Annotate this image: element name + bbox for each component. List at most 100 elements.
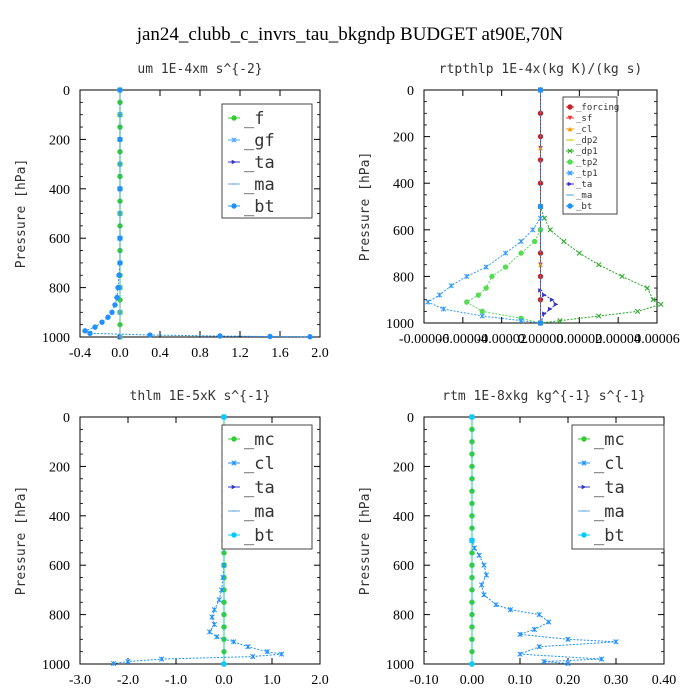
legend-entry: _tp1: [576, 169, 598, 179]
data-point: [221, 414, 227, 420]
y-tick-label: 200: [393, 460, 414, 475]
legend: _forcing_sf_cl_dp2_dp1_tp2_tp1_ta_ma_bt: [562, 96, 619, 215]
panel-title: um 1E-4xm s^{-2}: [137, 62, 262, 77]
legend-marker: [567, 159, 573, 165]
legend-marker: [231, 436, 237, 442]
data-point: [518, 318, 524, 324]
legend-marker: [581, 484, 587, 490]
data-point: [469, 537, 475, 544]
data-point: [479, 308, 485, 315]
series-dp1: [537, 87, 664, 326]
legend-entry: _mc: [244, 430, 275, 450]
x-tick-label: -0.10: [409, 673, 438, 688]
legend-marker: [581, 460, 587, 466]
x-tick-label: -3.0: [69, 673, 91, 688]
data-point: [475, 292, 482, 298]
x-tick-label: 0.4: [151, 346, 169, 361]
data-point: [531, 626, 538, 633]
y-tick-label: 0: [63, 84, 70, 99]
legend-marker: [231, 484, 237, 490]
data-point: [561, 238, 567, 245]
legend-marker: [231, 137, 237, 143]
legend-marker: [231, 115, 237, 121]
data-point: [206, 629, 213, 635]
data-point: [547, 306, 553, 312]
data-point: [479, 313, 485, 319]
series-bt: [82, 87, 313, 340]
legend-entry: _bt: [244, 197, 275, 217]
panel-3: thlm 1E-5xK s^{-1} Pressure [hPa] 0 200 400 6…: [14, 389, 329, 688]
data-point: [109, 309, 115, 315]
data-point: [218, 587, 225, 593]
data-point: [116, 272, 122, 278]
y-tick-label: 0: [407, 411, 414, 426]
legend-entry: _mc: [594, 430, 625, 450]
data-point: [217, 333, 223, 339]
y-tick-label: 600: [393, 559, 414, 574]
legend-entry: _gf: [244, 131, 275, 151]
data-point: [307, 334, 313, 340]
legend-marker: [567, 115, 573, 121]
y-tick-label: 1000: [386, 658, 414, 673]
data-point: [553, 302, 559, 307]
legend-marker: [231, 460, 237, 466]
y-tick-label: 1000: [42, 658, 70, 673]
legend: _f_gf_ta_ma_bt: [221, 103, 313, 219]
legend-entry: _cl: [576, 125, 592, 135]
data-point: [517, 651, 523, 657]
legend-entry: _cl: [594, 454, 625, 474]
data-point: [493, 602, 499, 608]
data-point: [158, 656, 165, 662]
data-point: [267, 333, 273, 340]
legend-entry: _forcing: [576, 103, 619, 113]
legend-entry: _ta: [244, 153, 275, 173]
data-point: [502, 264, 509, 270]
y-tick-label: 0: [63, 411, 70, 426]
data-point: [596, 262, 602, 268]
x-tick-label: 1.0: [263, 673, 281, 688]
data-point: [211, 621, 218, 628]
legend-entry: _ma: [576, 191, 592, 201]
legend: _mc _cl _ta _ma _bt: [571, 424, 665, 550]
data-point: [245, 644, 251, 650]
data-point: [518, 238, 524, 245]
x-tick-label: 1.2: [231, 346, 249, 361]
data-point: [598, 656, 605, 662]
panel-title: thlm 1E-5xK s^{-1}: [130, 389, 271, 404]
data-point: [250, 653, 256, 660]
legend-entry: _dp1: [576, 147, 598, 157]
data-point: [436, 292, 443, 298]
y-tick-label: 200: [393, 131, 414, 146]
data-point: [117, 186, 123, 192]
data-point: [211, 607, 218, 613]
data-point: [507, 607, 514, 613]
panel-1: um 1E-4xm s^{-2} Pressure [hPa] 0 200 400 600…: [14, 62, 329, 361]
data-point: [464, 273, 470, 280]
data-point: [565, 636, 571, 642]
figure-title: jan24_clubb_c_invrs_tau_bkgndp BUDGET at…: [136, 24, 564, 45]
data-point: [230, 639, 237, 645]
x-tick-label: 0.30: [604, 673, 629, 688]
data-point: [471, 545, 478, 551]
data-point: [537, 203, 544, 210]
y-tick-label: 600: [49, 559, 70, 574]
legend-entry: _ta: [594, 478, 625, 498]
data-point: [658, 301, 664, 308]
data-point: [264, 648, 270, 655]
legend-entry: _ta: [244, 478, 275, 498]
data-point: [216, 597, 222, 603]
data-point: [220, 574, 226, 581]
data-point: [112, 302, 118, 308]
y-tick-label: 800: [393, 609, 414, 624]
y-tick-label: 800: [393, 270, 414, 285]
data-point: [613, 639, 619, 645]
y-tick-label: 0: [407, 84, 414, 99]
x-tick-label: 0.0: [111, 346, 129, 361]
x-tick-label: 0.00: [460, 673, 485, 688]
y-tick-label: 400: [393, 177, 414, 192]
x-tick-label: 0.10: [508, 673, 533, 688]
y-axis-label: Pressure [hPa]: [358, 486, 373, 596]
x-tick-label: 2.0: [311, 346, 329, 361]
data-point: [464, 299, 470, 305]
data-point: [117, 260, 123, 266]
